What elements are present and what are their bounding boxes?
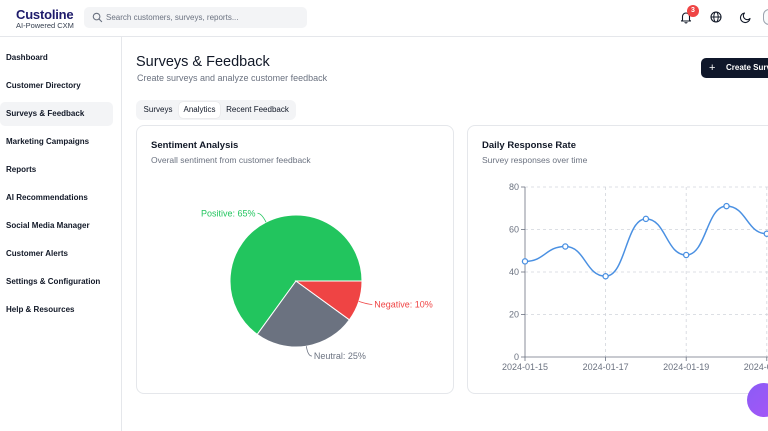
response-card-subtitle: Survey responses over time	[482, 155, 588, 165]
pie-label-line-neutral	[305, 346, 312, 357]
sidebar-item-dashboard[interactable]: Dashboard	[6, 53, 48, 62]
tab-recent-feedback[interactable]: Recent Feedback	[226, 105, 289, 114]
search-input[interactable]	[106, 7, 302, 28]
sentiment-analysis-card: Sentiment Analysis Overall sentiment fro…	[136, 125, 454, 394]
tab-surveys[interactable]: Surveys	[143, 105, 173, 114]
sidebar-item-surveys-feedback[interactable]: Surveys & Feedback	[0, 102, 113, 126]
daily-response-rate-card: Daily Response Rate Survey responses ove…	[467, 125, 768, 394]
app-tagline: AI-Powered CXM	[16, 21, 74, 30]
page-title: Surveys & Feedback	[136, 54, 270, 70]
y-tick-label: 40	[509, 267, 519, 277]
y-tick-label: 60	[509, 225, 519, 235]
sidebar-item-ai-recommendations[interactable]: AI Recommendations	[6, 193, 88, 202]
pie-label-neutral: Neutral: 25%	[314, 351, 366, 361]
globe-icon[interactable]	[709, 10, 723, 24]
data-point[interactable]	[763, 230, 768, 237]
moon-icon[interactable]	[739, 10, 753, 24]
y-tick-label: 20	[509, 310, 519, 320]
sidebar-item-customer-alerts[interactable]: Customer Alerts	[6, 249, 68, 258]
sentiment-card-title: Sentiment Analysis	[151, 140, 239, 151]
sidebar-item-social-media-manager[interactable]: Social Media Manager	[6, 221, 90, 230]
top-bar: Custoline AI-Powered CXM 3	[0, 0, 768, 37]
sidebar: Dashboard Customer Directory Surveys & F…	[0, 37, 122, 431]
y-tick-label: 80	[509, 182, 519, 192]
search-box	[84, 7, 307, 28]
x-tick-label: 2024-01-19	[663, 362, 709, 372]
create-survey-button[interactable]: + Create Survey	[701, 58, 768, 78]
user-avatar[interactable]	[763, 9, 768, 25]
pie-slice-negative[interactable]	[294, 280, 363, 321]
tab-analytics[interactable]: Analytics	[179, 102, 220, 118]
response-line-chart: 0 20 40 60 80 2024-01-15 2024-01-17 2024-01-19 2…	[502, 182, 768, 372]
page-subtitle: Create surveys and analyze customer feed…	[137, 73, 328, 83]
assistant-fab-button[interactable]	[747, 383, 768, 417]
x-tick-label: 2024-01-15	[502, 362, 548, 372]
sentiment-pie-chart: Positive: 65% Neutral: 25% Negative: 10%	[201, 208, 433, 361]
pie-label-line-positive	[257, 212, 267, 223]
data-point[interactable]	[562, 243, 569, 250]
plus-icon: +	[709, 62, 716, 74]
notification-badge: 3	[687, 5, 699, 17]
y-tick-label: 0	[514, 352, 519, 362]
sidebar-item-help-resources[interactable]: Help & Resources	[6, 305, 75, 314]
data-point[interactable]	[642, 215, 650, 223]
sidebar-item-marketing-campaigns[interactable]: Marketing Campaigns	[6, 137, 90, 146]
sidebar-item-reports[interactable]: Reports	[6, 165, 37, 174]
pie-label-positive: Positive: 65%	[201, 208, 256, 218]
data-point[interactable]	[602, 272, 609, 280]
pie-slice-positive[interactable]	[229, 214, 363, 336]
sidebar-item-customer-directory[interactable]: Customer Directory	[6, 81, 81, 90]
pie-label-negative: Negative: 10%	[374, 299, 433, 309]
search-icon	[92, 12, 103, 23]
app-name: Custoline	[16, 7, 74, 22]
create-survey-label: Create Survey	[726, 63, 768, 72]
sidebar-item-settings-configuration[interactable]: Settings & Configuration	[6, 277, 101, 286]
x-tick-label: 2024-01-17	[583, 362, 629, 372]
app-logo[interactable]: Custoline AI-Powered CXM	[16, 8, 74, 30]
data-point[interactable]	[723, 202, 730, 210]
pie-label-line-negative	[358, 301, 373, 305]
data-point[interactable]	[521, 258, 529, 265]
view-tabs: Surveys Analytics Recent Feedback	[136, 100, 296, 120]
data-point[interactable]	[682, 251, 690, 259]
x-tick-label: 2024-01-21	[744, 362, 768, 372]
sentiment-card-subtitle: Overall sentiment from customer feedback	[151, 155, 311, 165]
response-card-title: Daily Response Rate	[482, 140, 576, 151]
